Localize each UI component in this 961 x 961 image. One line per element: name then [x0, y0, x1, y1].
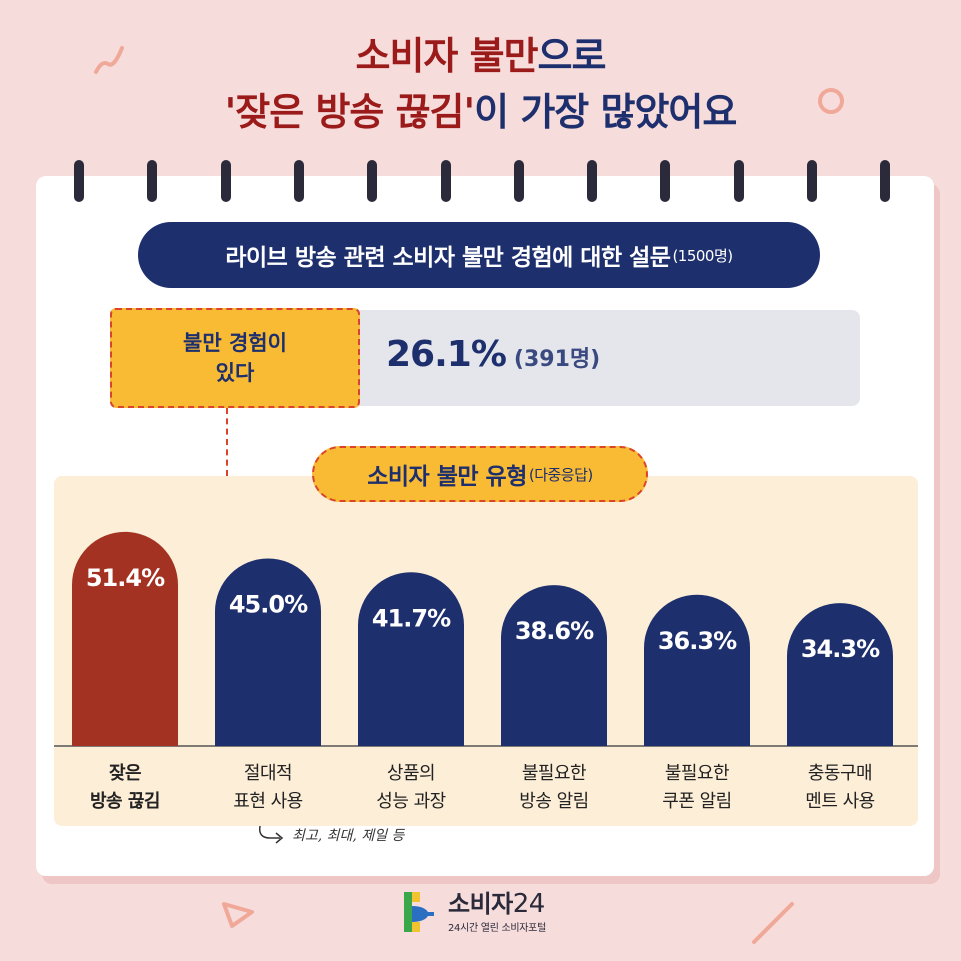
title-line-2: '잦은 방송 끊김'이 가장 많았어요: [224, 90, 738, 134]
logo-name: 소비자24: [448, 888, 545, 919]
bar: [72, 531, 178, 746]
category-label-line: 방송 알림: [519, 791, 589, 812]
category-label-line: 쿠폰 알림: [662, 791, 732, 812]
calendar-ring: [220, 160, 231, 202]
calendar-ring: [147, 160, 158, 202]
logo-tagline: 24시간 열린 소비자포털: [448, 922, 546, 934]
bar: [215, 558, 321, 746]
calendar-ring: [440, 160, 451, 202]
title-line-1: 소비자 불만으로: [355, 34, 607, 78]
summary-value: 26.1% (391명): [386, 334, 600, 375]
bar-value-label: 38.6%: [515, 617, 594, 645]
calendar-ring: [807, 160, 817, 202]
triangle-decoration: [222, 902, 254, 928]
complaint-types-title: 소비자 불만 유형: [367, 464, 527, 490]
calendar-ring: [880, 160, 891, 202]
category-label-line: 충동구매: [807, 763, 873, 784]
category-label-line: 불필요한: [521, 763, 587, 784]
page-title: 소비자 불만으로 '잦은 방송 끊김'이 가장 많았어요: [0, 28, 961, 140]
category-label-line: 상품의: [386, 763, 436, 784]
chart-panel: [54, 476, 918, 826]
squiggle-decoration: [94, 46, 124, 74]
summary-percent: 26.1%: [386, 334, 507, 375]
category-label-line: 잦은: [108, 763, 142, 784]
summary-label-line-2: 있다: [215, 361, 255, 385]
logo: 소비자24 24시간 열린 소비자포털: [398, 888, 546, 936]
category-label-line: 불필요한: [664, 763, 730, 784]
footnote: 최고, 최대, 제일 등: [256, 824, 404, 846]
dashed-connector-vertical: [226, 408, 228, 476]
survey-title-pill: 라이브 방송 관련 소비자 불만 경험에 대한 설문 (1500명): [138, 222, 820, 288]
bar: [358, 572, 464, 746]
line-decoration: [752, 902, 794, 944]
circle-decoration: [818, 88, 844, 114]
bar: [501, 585, 607, 746]
summary-label-line-1: 불만 경험이: [183, 331, 287, 355]
category-label-line: 멘트 사용: [805, 791, 875, 812]
footnote-text: 최고, 최대, 제일 등: [292, 828, 405, 844]
bar-value-label: 34.3%: [801, 635, 880, 663]
bar-value-label: 41.7%: [372, 604, 451, 632]
calendar-ring: [293, 160, 304, 202]
bar-value-label: 51.4%: [86, 564, 165, 592]
bar-value-label: 36.3%: [658, 627, 737, 655]
calendar-ring: [74, 160, 84, 202]
bar-value-label: 45.0%: [229, 591, 308, 619]
curved-arrow-icon: [258, 825, 284, 844]
summary-count: (391명): [513, 347, 601, 372]
category-label-line: 표현 사용: [233, 791, 303, 812]
bar: [787, 603, 893, 746]
calendar-ring: [660, 160, 671, 202]
survey-sample-size: (1500명): [672, 246, 733, 265]
category-label-line: 방송 끊김: [89, 791, 161, 812]
calendar-ring: [513, 160, 524, 202]
logo-mark-icon: [404, 892, 434, 932]
calendar-ring: [733, 160, 744, 202]
calendar-ring: [367, 160, 378, 202]
bar: [644, 594, 750, 746]
calendar-ring: [587, 160, 598, 202]
category-label-line: 절대적: [243, 763, 293, 784]
summary-label-box: 불만 경험이 있다: [110, 308, 360, 408]
complaint-types-subtitle: (다중응답): [528, 465, 593, 484]
survey-title: 라이브 방송 관련 소비자 불만 경험에 대한 설문: [225, 245, 671, 271]
complaint-types-pill: 소비자 불만 유형 (다중응답): [312, 446, 648, 502]
category-label-line: 성능 과장: [376, 791, 446, 812]
